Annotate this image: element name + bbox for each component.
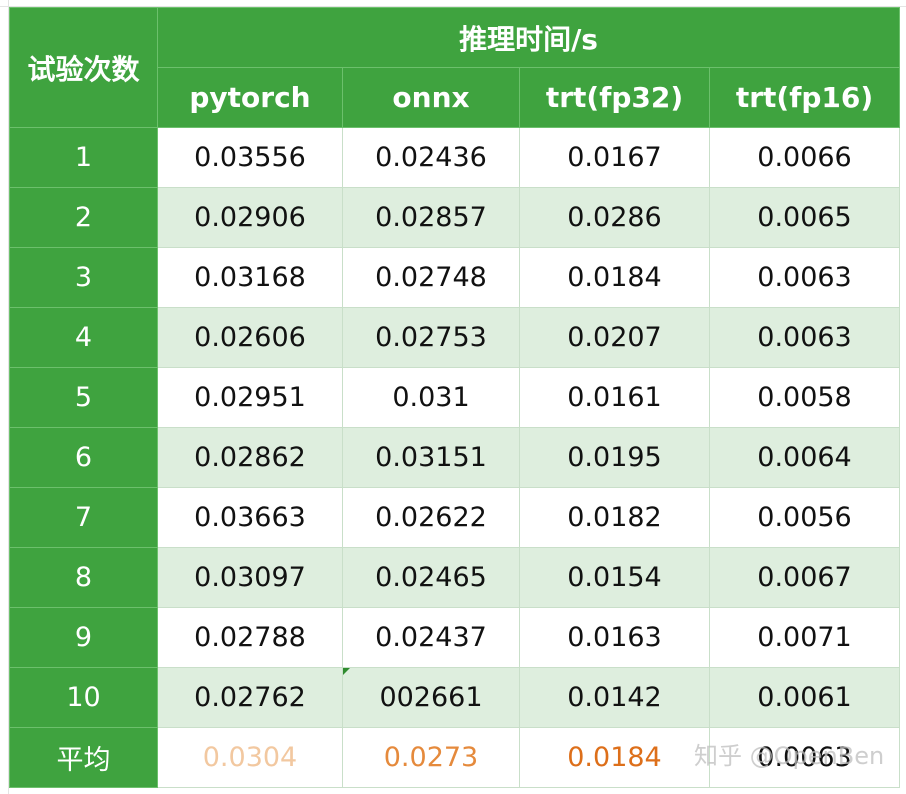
cell-onnx[interactable]: 002661 <box>342 667 520 728</box>
trial-number: 10 <box>9 667 158 728</box>
trial-number: 1 <box>9 127 158 188</box>
cell-trt-fp16[interactable]: 0.0067 <box>708 547 901 608</box>
cell-trt-fp32[interactable]: 0.0161 <box>519 367 710 428</box>
cell-trt-fp32[interactable]: 0.0154 <box>519 547 710 608</box>
cell-trt-fp16[interactable]: 0.0058 <box>708 367 901 428</box>
cell-onnx[interactable]: 0.02857 <box>342 187 520 248</box>
cell-pytorch[interactable]: 0.02951 <box>157 367 343 428</box>
table-row: 2 0.02906 0.02857 0.0286 0.0065 <box>9 187 901 248</box>
inference-time-header: 推理时间/s <box>156 7 901 68</box>
trial-number: 4 <box>9 307 158 368</box>
cell-onnx[interactable]: 0.02436 <box>342 127 520 188</box>
cell-trt-fp32[interactable]: 0.0182 <box>519 487 710 548</box>
cell-trt-fp16[interactable]: 0.0063 <box>708 307 901 368</box>
cell-trt-fp16[interactable]: 0.0064 <box>708 427 901 488</box>
cell-trt-fp16[interactable]: 0.0071 <box>708 607 901 668</box>
cell-trt-fp16[interactable]: 0.0066 <box>708 127 901 188</box>
cell-trt-fp32[interactable]: 0.0142 <box>519 667 710 728</box>
trial-number: 8 <box>9 547 158 608</box>
column-header-onnx: onnx <box>342 67 520 128</box>
table-row: 6 0.02862 0.03151 0.0195 0.0064 <box>9 427 901 488</box>
cell-pytorch[interactable]: 0.02862 <box>157 427 343 488</box>
average-trt-fp32[interactable]: 0.0184 <box>519 727 710 788</box>
inference-time-table: 试验次数 推理时间/s pytorch onnx trt(fp32) trt(f… <box>9 7 901 788</box>
trial-number: 7 <box>9 487 158 548</box>
cell-trt-fp32[interactable]: 0.0195 <box>519 427 710 488</box>
cell-trt-fp16[interactable]: 0.0056 <box>708 487 901 548</box>
cell-onnx[interactable]: 0.02437 <box>342 607 520 668</box>
cell-pytorch[interactable]: 0.02788 <box>157 607 343 668</box>
cell-pytorch[interactable]: 0.02606 <box>157 307 343 368</box>
cell-trt-fp16[interactable]: 0.0063 <box>708 247 901 308</box>
trial-number: 5 <box>9 367 158 428</box>
table-row: 3 0.03168 0.02748 0.0184 0.0063 <box>9 247 901 308</box>
average-pytorch[interactable]: 0.0304 <box>157 727 343 788</box>
cell-pytorch[interactable]: 0.03663 <box>157 487 343 548</box>
cell-pytorch[interactable]: 0.03556 <box>157 127 343 188</box>
trial-number: 6 <box>9 427 158 488</box>
cell-trt-fp32[interactable]: 0.0184 <box>519 247 710 308</box>
table-row: 7 0.03663 0.02622 0.0182 0.0056 <box>9 487 901 548</box>
table-row: 4 0.02606 0.02753 0.0207 0.0063 <box>9 307 901 368</box>
cell-onnx[interactable]: 0.031 <box>342 367 520 428</box>
table-row: 9 0.02788 0.02437 0.0163 0.0071 <box>9 607 901 668</box>
cell-trt-fp16[interactable]: 0.0065 <box>708 187 901 248</box>
column-header-pytorch: pytorch <box>157 67 343 128</box>
table-row: 1 0.03556 0.02436 0.0167 0.0066 <box>9 127 901 188</box>
cell-onnx[interactable]: 0.02748 <box>342 247 520 308</box>
table-row: 5 0.02951 0.031 0.0161 0.0058 <box>9 367 901 428</box>
cell-onnx[interactable]: 0.02753 <box>342 307 520 368</box>
column-header-trt-fp16: trt(fp16) <box>708 67 901 128</box>
trial-number: 9 <box>9 607 158 668</box>
trial-count-header: 试验次数 <box>9 7 158 128</box>
cell-trt-fp32[interactable]: 0.0207 <box>519 307 710 368</box>
trial-number: 2 <box>9 187 158 248</box>
cell-pytorch[interactable]: 0.03097 <box>157 547 343 608</box>
cell-pytorch[interactable]: 0.03168 <box>157 247 343 308</box>
cell-pytorch[interactable]: 0.02762 <box>157 667 343 728</box>
cell-onnx[interactable]: 0.02465 <box>342 547 520 608</box>
average-row: 平均 0.0304 0.0273 0.0184 0.0063 <box>9 727 901 788</box>
cell-onnx[interactable]: 0.03151 <box>342 427 520 488</box>
cell-trt-fp32[interactable]: 0.0163 <box>519 607 710 668</box>
trial-number: 3 <box>9 247 158 308</box>
column-header-trt-fp32: trt(fp32) <box>519 67 710 128</box>
cell-onnx[interactable]: 0.02622 <box>342 487 520 548</box>
average-label: 平均 <box>9 727 158 788</box>
cell-trt-fp32[interactable]: 0.0167 <box>519 127 710 188</box>
cell-trt-fp32[interactable]: 0.0286 <box>519 187 710 248</box>
cell-pytorch[interactable]: 0.02906 <box>157 187 343 248</box>
average-onnx[interactable]: 0.0273 <box>342 727 520 788</box>
table-row: 8 0.03097 0.02465 0.0154 0.0067 <box>9 547 901 608</box>
table-row: 10 0.02762 002661 0.0142 0.0061 <box>9 667 901 728</box>
average-trt-fp16[interactable]: 0.0063 <box>708 727 901 788</box>
cell-trt-fp16[interactable]: 0.0061 <box>708 667 901 728</box>
